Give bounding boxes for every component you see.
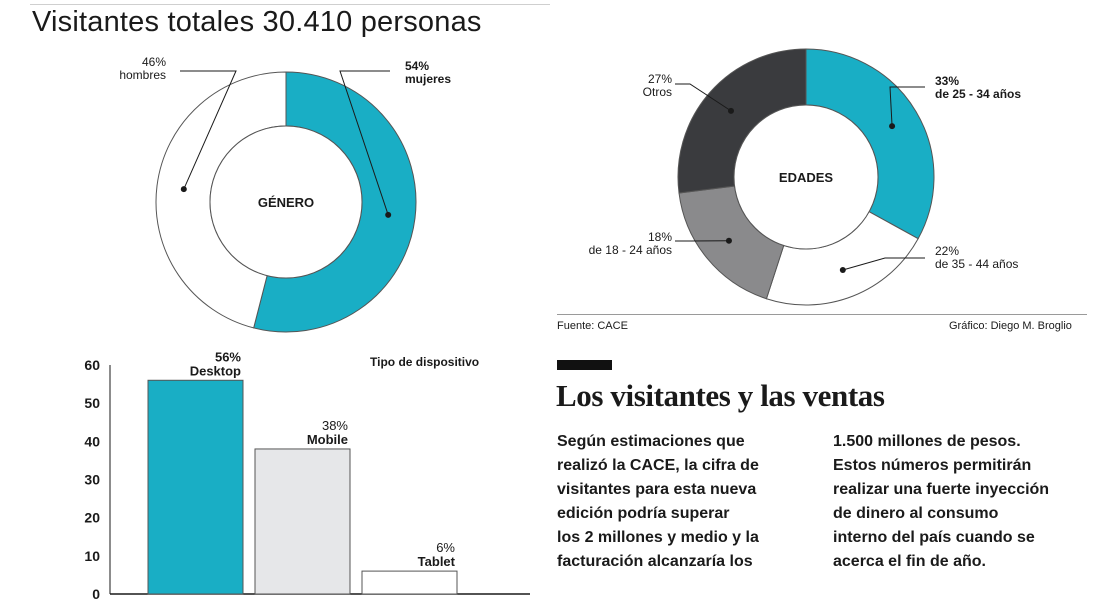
source-note: Fuente: CACE — [557, 320, 628, 332]
page-title: Visitantes totales 30.410 personas — [32, 6, 482, 38]
source-rule — [557, 314, 1087, 315]
article-line: Según estimaciones que — [557, 433, 745, 450]
bar-value-label: 38% — [322, 418, 348, 433]
donut-hole — [209, 125, 363, 279]
article-line: interno del país cuando se — [833, 529, 1035, 546]
slice-percent-label: 18% — [648, 230, 672, 244]
leader-line — [339, 70, 390, 216]
gender-donut-chart: 54%mujeres 46%hombres GÉNERO — [119, 55, 451, 333]
article-line: realizar una fuerte inyección — [833, 481, 1050, 498]
article-line: realizó la CACE, la cifra de — [557, 457, 759, 474]
y-tick-label: 60 — [84, 357, 100, 373]
slice-name-label: de 18 - 24 años — [589, 243, 672, 257]
bar-category-label: Tablet — [418, 554, 456, 569]
y-tick-label: 40 — [84, 433, 100, 449]
bar-value-label: 56% — [215, 349, 241, 364]
article-column-2: 1.500 millones de pesos. Estos números p… — [833, 430, 1093, 574]
device-bar-chart: 0 10 20 30 40 50 60 Tipo de dispositivo 56%Deskt… — [84, 349, 530, 602]
leader-line — [842, 257, 925, 271]
y-tick-label: 0 — [92, 586, 100, 602]
slice-name-label: hombres — [119, 68, 166, 82]
y-tick-label: 30 — [84, 472, 100, 488]
age-donut-chart: 33%de 25 - 34 años 22%de 35 - 44 años 18%d… — [589, 48, 1021, 306]
slice-name-label: de 35 - 44 años — [935, 257, 1018, 271]
y-tick-label: 20 — [84, 510, 100, 526]
article-line: Estos números permitirán — [833, 457, 1032, 474]
bar-desktop — [147, 379, 244, 595]
slice-percent-label: 33% — [935, 74, 959, 88]
slice-name-label: de 25 - 34 años — [935, 87, 1021, 101]
donut-hole — [733, 104, 879, 250]
slice-percent-label: 54% — [405, 59, 429, 73]
slice-name-label: Otros — [643, 85, 672, 99]
bar-category-label: Mobile — [307, 432, 348, 447]
article-line: acerca el fin de año. — [833, 553, 986, 570]
bar-chart-title: Tipo de dispositivo — [370, 355, 479, 369]
bar-mobile — [254, 448, 351, 595]
slice-percent-label: 22% — [935, 244, 959, 258]
title-rule — [30, 4, 550, 5]
leader-line — [180, 70, 237, 190]
bar-category-label: Desktop — [190, 363, 241, 378]
graphic-credit: Gráfico: Diego M. Broglio — [949, 320, 1072, 332]
donut-center-label: EDADES — [779, 170, 834, 185]
slice-percent-label: 46% — [142, 55, 166, 69]
article-line: 1.500 millones de pesos. — [833, 433, 1021, 450]
bar-tablet — [361, 570, 458, 595]
kicker-bar — [557, 360, 612, 370]
article-line: visitantes para esta nueva — [557, 481, 757, 498]
slice-name-label: mujeres — [405, 72, 451, 86]
bar-value-label: 6% — [436, 540, 455, 555]
article-line: edición podría superar — [557, 505, 730, 522]
y-tick-label: 50 — [84, 395, 100, 411]
article-line: facturación alcanzaría los — [557, 553, 753, 570]
article-line: de dinero al consumo — [833, 505, 999, 522]
leader-line — [889, 86, 925, 127]
slice-percent-label: 27% — [648, 72, 672, 86]
leader-line — [675, 83, 732, 112]
leader-dot — [889, 123, 896, 130]
donut-center-label: GÉNERO — [258, 195, 314, 210]
article-column-1: Según estimaciones que realizó la CACE, … — [557, 430, 807, 574]
y-tick-label: 10 — [84, 548, 100, 564]
article-headline: Los visitantes y las ventas — [556, 378, 885, 413]
article-line: los 2 millones y medio y la — [557, 529, 759, 546]
